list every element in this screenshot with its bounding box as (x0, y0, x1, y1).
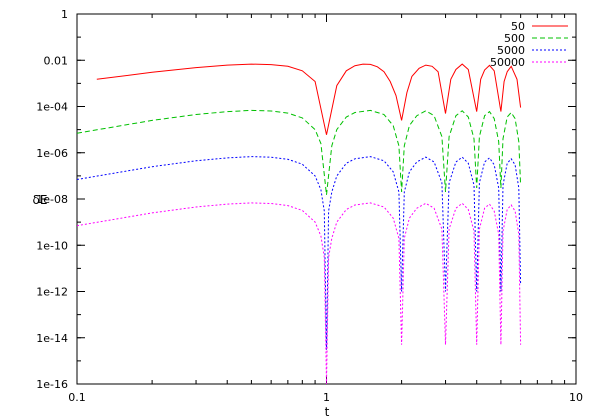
y-tick-label: 1 (61, 8, 68, 21)
series-line-50000 (76, 202, 522, 385)
y-tick-label: 1e-04 (36, 101, 68, 114)
series-line-5000 (76, 156, 522, 350)
x-axis-label: t (325, 405, 330, 419)
legend-label-5000: 5000 (497, 44, 525, 57)
y-tick-label: 0.01 (44, 54, 69, 67)
y-tick-label: 1e-14 (36, 332, 68, 345)
legend-label-50000: 50000 (490, 56, 525, 69)
y-tick-label: 1e-16 (36, 378, 68, 391)
series-line-50 (96, 63, 522, 135)
series-line-500 (76, 109, 522, 195)
y-tick-label: 1e-06 (36, 147, 68, 160)
y-tick-label: 1e-08 (36, 193, 68, 206)
y-tick-label: 1e-12 (36, 286, 68, 299)
y-axis-label: δE (33, 193, 48, 207)
x-tick-label: 10 (569, 391, 583, 404)
y-tick-label: 1e-10 (36, 239, 68, 252)
x-tick-label: 0.1 (68, 391, 86, 404)
legend-label-50: 50 (511, 20, 525, 33)
legend-label-500: 500 (504, 32, 525, 45)
x-tick-label: 1 (323, 391, 330, 404)
series-lines (76, 63, 522, 385)
tick-labels: 0.1 1 10 1 0.01 1e-04 1e-06 1e-08 1e-10 1e-12 1e-1… (36, 8, 583, 404)
